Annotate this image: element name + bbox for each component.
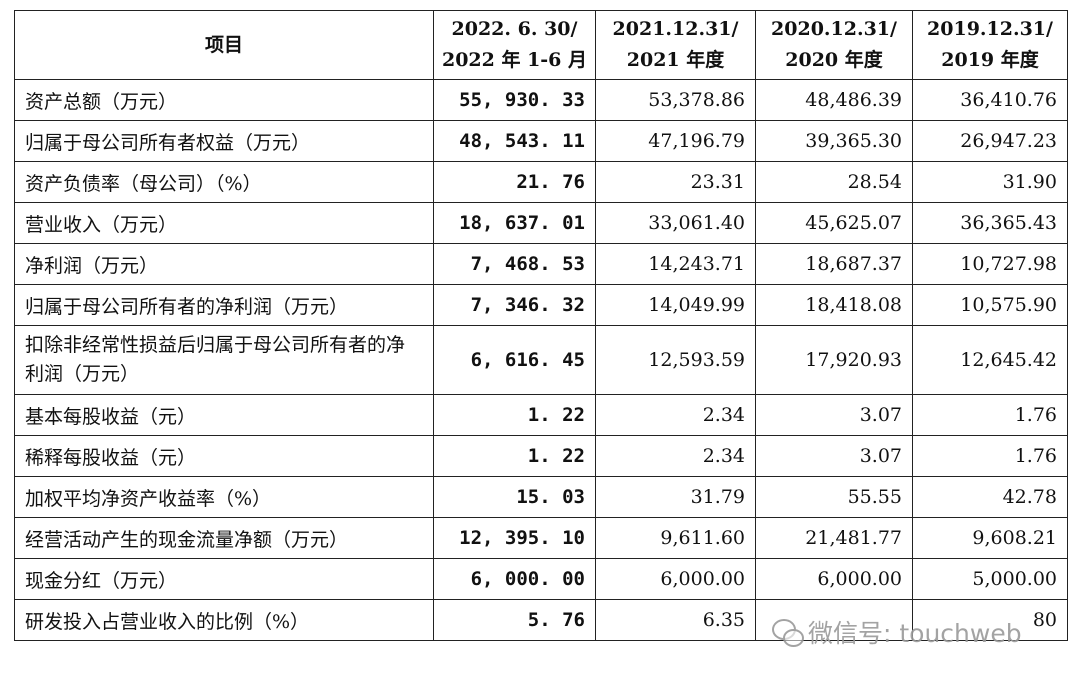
table-row: 归属于母公司所有者权益（万元） 48, 543. 11 47,196.79 39…: [14, 120, 1068, 162]
cell-2021: 6.35: [595, 599, 756, 641]
cell-2022h1: 15. 03: [433, 476, 596, 518]
table-row: 资产负债率（母公司）（%） 21. 76 23.31 28.54 31.90: [14, 161, 1068, 203]
cell-2021: 23.31: [595, 161, 756, 203]
cell-2019: 26,947.23: [912, 120, 1068, 162]
cell-2020: 39,365.30: [755, 120, 913, 162]
table-row: 加权平均净资产收益率（%） 15. 03 31.79 55.55 42.78: [14, 476, 1068, 518]
cell-2020: 18,418.08: [755, 284, 913, 326]
cell-2021: 33,061.40: [595, 202, 756, 244]
table-header-row: 项目 2022. 6. 30/ 2022 年 1-6 月 2021.12.31/…: [14, 10, 1068, 80]
cell-2021: 14,243.71: [595, 243, 756, 285]
cell-2019: 5,000.00: [912, 558, 1068, 600]
cell-2019: 10,727.98: [912, 243, 1068, 285]
cell-2022h1: 21. 76: [433, 161, 596, 203]
cell-2019: 36,410.76: [912, 79, 1068, 121]
table-row: 扣除非经常性损益后归属于母公司所有者的净利润（万元） 6, 616. 45 12…: [14, 325, 1068, 395]
cell-2022h1: 48, 543. 11: [433, 120, 596, 162]
cell-2021: 47,196.79: [595, 120, 756, 162]
cell-2019: 1.76: [912, 394, 1068, 436]
cell-2021: 2.34: [595, 435, 756, 477]
cell-2022h1: 6, 616. 45: [433, 325, 596, 395]
cell-2020: 45,625.07: [755, 202, 913, 244]
cell-2022h1: 5. 76: [433, 599, 596, 641]
header-item: 项目: [14, 10, 434, 80]
table-row: 稀释每股收益（元） 1. 22 2.34 3.07 1.76: [14, 435, 1068, 477]
cell-2020: 18,687.37: [755, 243, 913, 285]
header-col-2022h1: 2022. 6. 30/ 2022 年 1-6 月: [433, 10, 596, 80]
cell-2020: 55.55: [755, 476, 913, 518]
row-label: 资产负债率（母公司）（%）: [14, 161, 434, 203]
table-row: 经营活动产生的现金流量净额（万元） 12, 395. 10 9,611.60 2…: [14, 517, 1068, 559]
row-label: 资产总额（万元）: [14, 79, 434, 121]
row-label: 稀释每股收益（元）: [14, 435, 434, 477]
table-row: 净利润（万元） 7, 468. 53 14,243.71 18,687.37 1…: [14, 243, 1068, 285]
row-label: 研发投入占营业收入的比例（%）: [14, 599, 434, 641]
row-label: 经营活动产生的现金流量净额（万元）: [14, 517, 434, 559]
cell-2022h1: 55, 930. 33: [433, 79, 596, 121]
cell-2021: 53,378.86: [595, 79, 756, 121]
cell-2022h1: 1. 22: [433, 394, 596, 436]
table-row: 基本每股收益（元） 1. 22 2.34 3.07 1.76: [14, 394, 1068, 436]
cell-2020: 21,481.77: [755, 517, 913, 559]
header-col-2019: 2019.12.31/ 2019 年度: [912, 10, 1068, 80]
cell-2022h1: 6, 000. 00: [433, 558, 596, 600]
wechat-icon: [772, 617, 804, 647]
header-col-2020: 2020.12.31/ 2020 年度: [755, 10, 913, 80]
cell-2019: 42.78: [912, 476, 1068, 518]
watermark: 微信号: touchweb: [772, 614, 1022, 650]
table-row: 现金分红（万元） 6, 000. 00 6,000.00 6,000.00 5,…: [14, 558, 1068, 600]
financial-table: 项目 2022. 6. 30/ 2022 年 1-6 月 2021.12.31/…: [14, 10, 1068, 641]
cell-2021: 6,000.00: [595, 558, 756, 600]
cell-2019: 80: [912, 599, 1068, 641]
cell-2020: 3.07: [755, 394, 913, 436]
watermark-text: 微信号: touchweb: [808, 619, 1022, 648]
row-label: 营业收入（万元）: [14, 202, 434, 244]
cell-2022h1: 1. 22: [433, 435, 596, 477]
cell-2022h1: 18, 637. 01: [433, 202, 596, 244]
cell-2021: 9,611.60: [595, 517, 756, 559]
row-label: 归属于母公司所有者权益（万元）: [14, 120, 434, 162]
cell-2020: 48,486.39: [755, 79, 913, 121]
row-label: 净利润（万元）: [14, 243, 434, 285]
row-label: 加权平均净资产收益率（%）: [14, 476, 434, 518]
table-row: 研发投入占营业收入的比例（%） 5. 76 6.35 80: [14, 599, 1068, 641]
cell-2021: 12,593.59: [595, 325, 756, 395]
cell-2020: 6,000.00: [755, 558, 913, 600]
row-label: 现金分红（万元）: [14, 558, 434, 600]
table-row: 资产总额（万元） 55, 930. 33 53,378.86 48,486.39…: [14, 79, 1068, 121]
cell-2022h1: 12, 395. 10: [433, 517, 596, 559]
cell-2020: 17,920.93: [755, 325, 913, 395]
row-label: 归属于母公司所有者的净利润（万元）: [14, 284, 434, 326]
header-col-2021: 2021.12.31/ 2021 年度: [595, 10, 756, 80]
cell-2021: 2.34: [595, 394, 756, 436]
cell-2019: 31.90: [912, 161, 1068, 203]
cell-2019: 9,608.21: [912, 517, 1068, 559]
cell-2019: 10,575.90: [912, 284, 1068, 326]
cell-2020: 28.54: [755, 161, 913, 203]
cell-2021: 31.79: [595, 476, 756, 518]
row-label: 基本每股收益（元）: [14, 394, 434, 436]
cell-2019: 1.76: [912, 435, 1068, 477]
cell-2020: 3.07: [755, 435, 913, 477]
cell-2021: 14,049.99: [595, 284, 756, 326]
cell-2022h1: 7, 468. 53: [433, 243, 596, 285]
cell-2019: 12,645.42: [912, 325, 1068, 395]
table-row: 营业收入（万元） 18, 637. 01 33,061.40 45,625.07…: [14, 202, 1068, 244]
cell-2019: 36,365.43: [912, 202, 1068, 244]
cell-2022h1: 7, 346. 32: [433, 284, 596, 326]
row-label: 扣除非经常性损益后归属于母公司所有者的净利润（万元）: [14, 325, 434, 395]
table-row: 归属于母公司所有者的净利润（万元） 7, 346. 32 14,049.99 1…: [14, 284, 1068, 326]
